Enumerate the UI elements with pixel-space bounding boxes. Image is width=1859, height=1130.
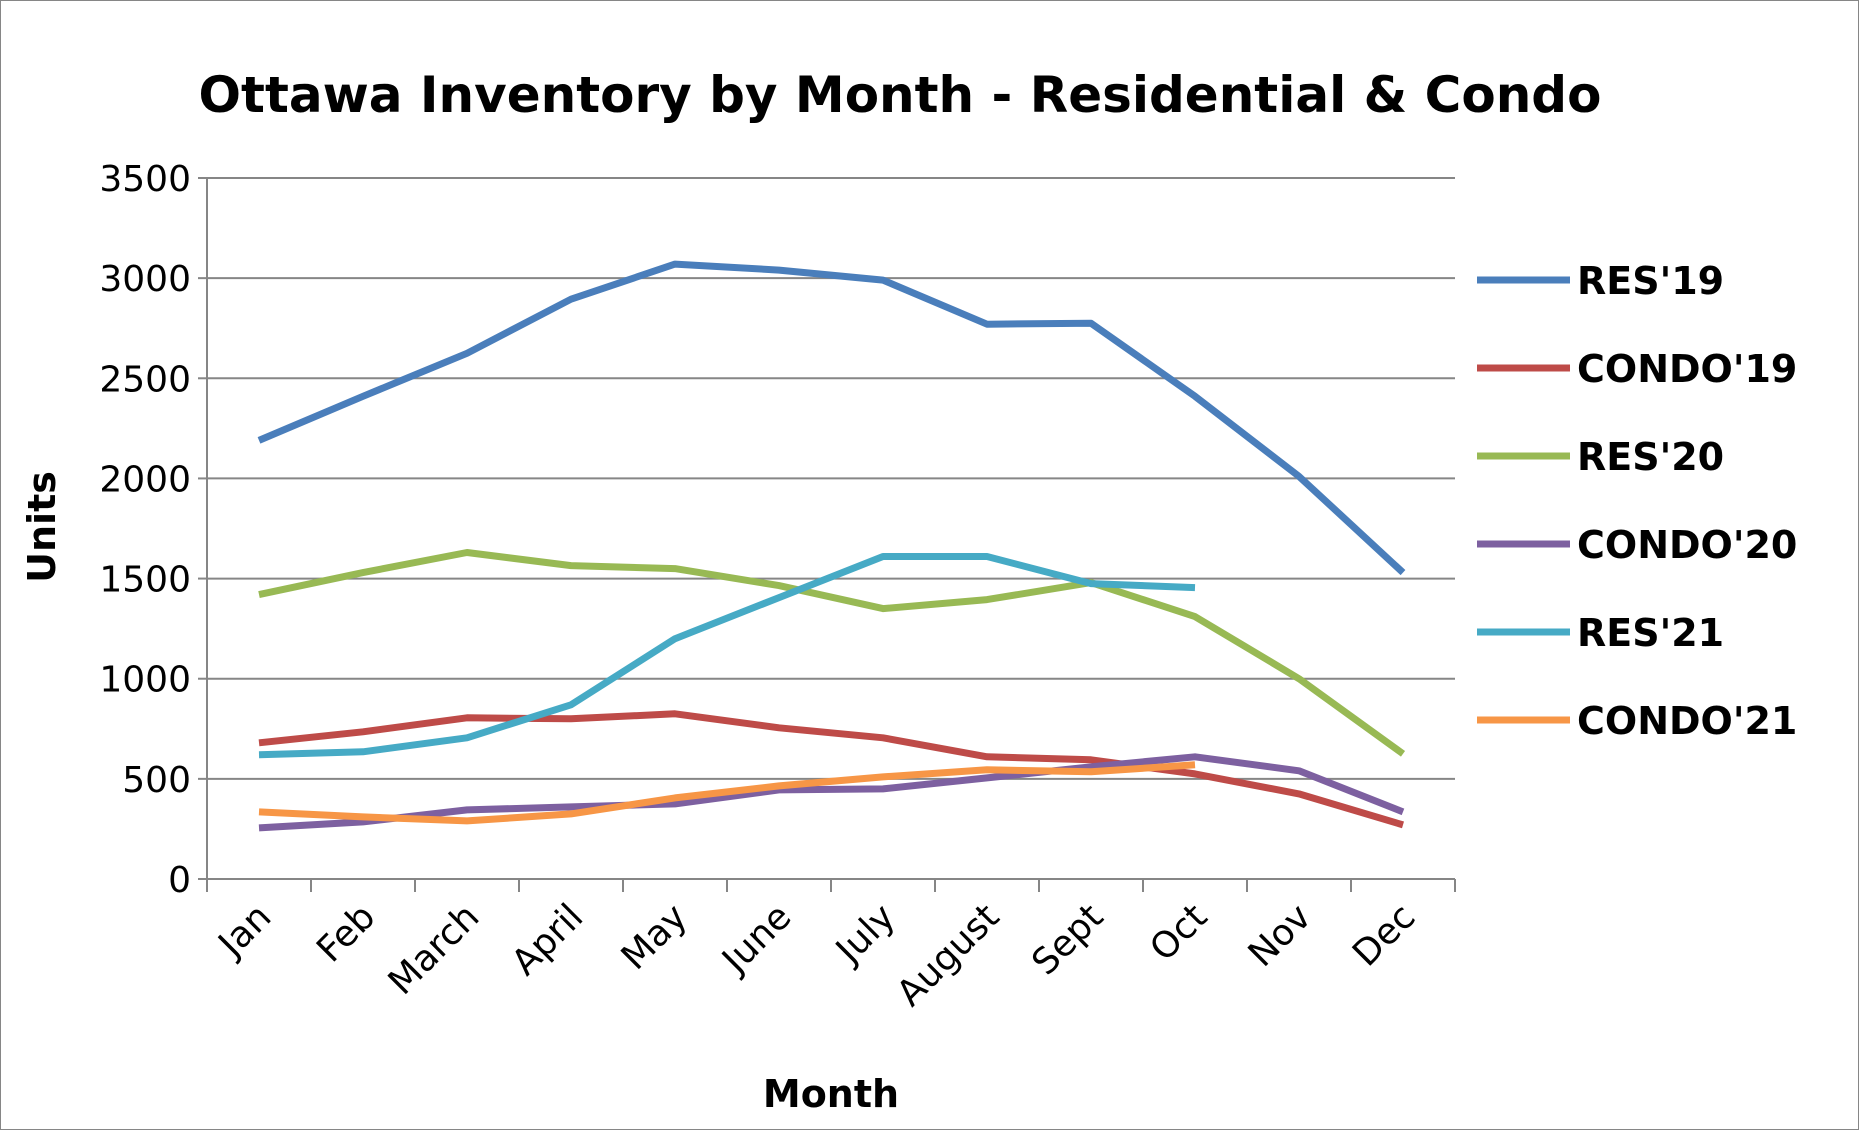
legend: RES'19 CONDO'19 RES'20 CONDO'20 RES'21 CONDO'… [1477, 259, 1797, 743]
x-tick-label: August [889, 896, 1007, 1014]
y-tick-label: 500 [122, 760, 191, 801]
y-tick-label: 3000 [99, 259, 191, 300]
x-tick-label: Nov [1241, 896, 1320, 975]
x-tick-label: Dec [1345, 896, 1423, 974]
y-axis-ticks: 0 500 1000 1500 2000 2500 3000 3500 [99, 159, 207, 901]
axes [206, 178, 1455, 880]
y-tick-label: 1500 [99, 560, 191, 601]
y-tick-label: 2500 [99, 359, 191, 400]
x-tick-label: May [614, 896, 696, 978]
series-line-condo19 [258, 710, 1404, 829]
series-line-res21 [258, 553, 1196, 759]
y-tick-label: 3500 [99, 159, 191, 200]
y-tick-label: 1000 [99, 660, 191, 701]
gridlines [207, 177, 1455, 780]
x-tick-label: June [714, 896, 800, 982]
series-line-condo21 [258, 761, 1196, 825]
legend-label-res19: RES'19 [1577, 259, 1724, 303]
chart-title: Ottawa Inventory by Month - Residential … [199, 66, 1602, 124]
legend-label-condo19: CONDO'19 [1577, 347, 1797, 391]
x-tick-label: March [381, 896, 488, 1003]
x-tick-label: Oct [1142, 896, 1215, 969]
y-tick-label: 2000 [99, 459, 191, 500]
legend-label-condo20: CONDO'20 [1577, 523, 1797, 567]
y-tick-label: 0 [168, 860, 191, 901]
x-tick-label: April [504, 896, 591, 983]
x-tick-label: July [827, 896, 903, 972]
x-tick-label: Feb [309, 896, 383, 970]
series-line-res19 [257, 260, 1406, 576]
x-axis-title: Month [763, 1072, 899, 1116]
x-tick-label: Jan [210, 896, 280, 966]
series-lines [257, 260, 1406, 832]
y-axis-title: Units [20, 471, 64, 583]
legend-label-res20: RES'20 [1577, 435, 1724, 479]
x-tick-label: Sept [1024, 896, 1111, 983]
legend-label-res21: RES'21 [1577, 611, 1724, 655]
legend-label-condo21: CONDO'21 [1577, 699, 1797, 743]
series-line-res20 [258, 549, 1406, 757]
series-line-condo20 [258, 753, 1405, 832]
